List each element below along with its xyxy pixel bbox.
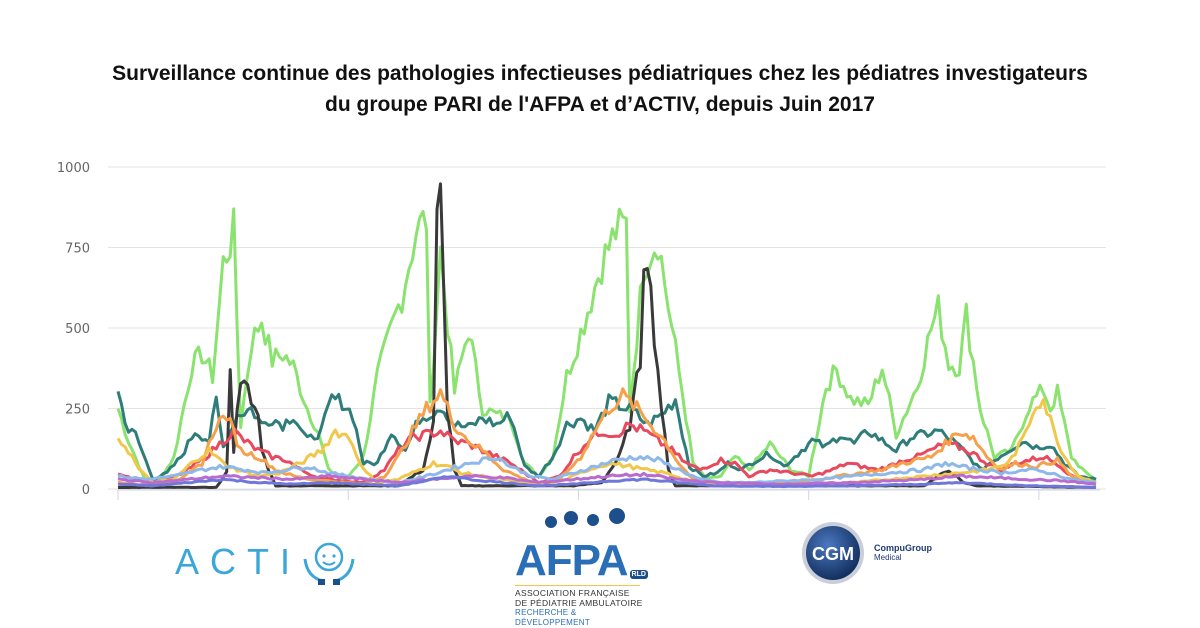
y-tick-label: 0 bbox=[82, 483, 90, 498]
grid bbox=[108, 166, 1106, 490]
y-tick-label: 750 bbox=[65, 242, 90, 257]
afpa-subtitle-3: RECHERCHE & DÉVELOPPEMENT bbox=[515, 608, 591, 627]
line-chart: 0 250 500 750 1000 bbox=[57, 161, 1106, 500]
afpa-logo: AFPA RLD ASSOCIATION FRANÇAISE DE PÉDIAT… bbox=[515, 508, 648, 628]
y-tick-label: 1000 bbox=[57, 161, 90, 176]
cgm-logo: CGM CompuGroup Medical bbox=[800, 520, 932, 586]
cgm-subtitle: Medical bbox=[874, 553, 902, 562]
acti-logo-text: ACTI bbox=[175, 541, 302, 582]
afpa-subtitle-1: ASSOCIATION FRANÇAISE bbox=[515, 588, 630, 598]
series-line-2 bbox=[116, 391, 1097, 482]
y-tick-label: 500 bbox=[65, 322, 90, 337]
series-line-9 bbox=[117, 475, 1097, 489]
afpa-figures-icon bbox=[545, 508, 625, 528]
series-line-7 bbox=[117, 454, 1097, 485]
y-tick-label: 250 bbox=[65, 403, 90, 418]
cgm-globe-icon: CGM bbox=[802, 522, 864, 584]
afpa-badge: RLD bbox=[629, 570, 648, 579]
logos-bar: ACTI AFPA RLD ASSOCIATION FRANÇAISE DE P… bbox=[0, 500, 1200, 627]
series-line-4 bbox=[117, 421, 1097, 485]
series-lines bbox=[116, 182, 1097, 489]
x-axis bbox=[117, 489, 1100, 500]
chart-title-line-2: du groupe PARI de l'AFPA et d’ACTIV, dep… bbox=[325, 93, 875, 116]
afpa-subtitle-2: DE PÉDIATRIE AMBULATOIRE bbox=[515, 598, 643, 608]
cgm-logo-text: CGM bbox=[812, 544, 854, 564]
cgm-name: CompuGroup bbox=[874, 543, 932, 553]
chart-title: Surveillance continue des pathologies in… bbox=[0, 58, 1200, 120]
series-line-8 bbox=[117, 471, 1097, 486]
y-axis: 0 250 500 750 1000 bbox=[57, 161, 90, 498]
afpa-logo-text: AFPA bbox=[515, 536, 629, 585]
baby-hands-icon bbox=[303, 542, 355, 585]
chart-title-line-1: Surveillance continue des pathologies in… bbox=[112, 62, 1088, 85]
series-line-1 bbox=[116, 207, 1097, 484]
acti-logo: ACTI bbox=[175, 540, 357, 585]
